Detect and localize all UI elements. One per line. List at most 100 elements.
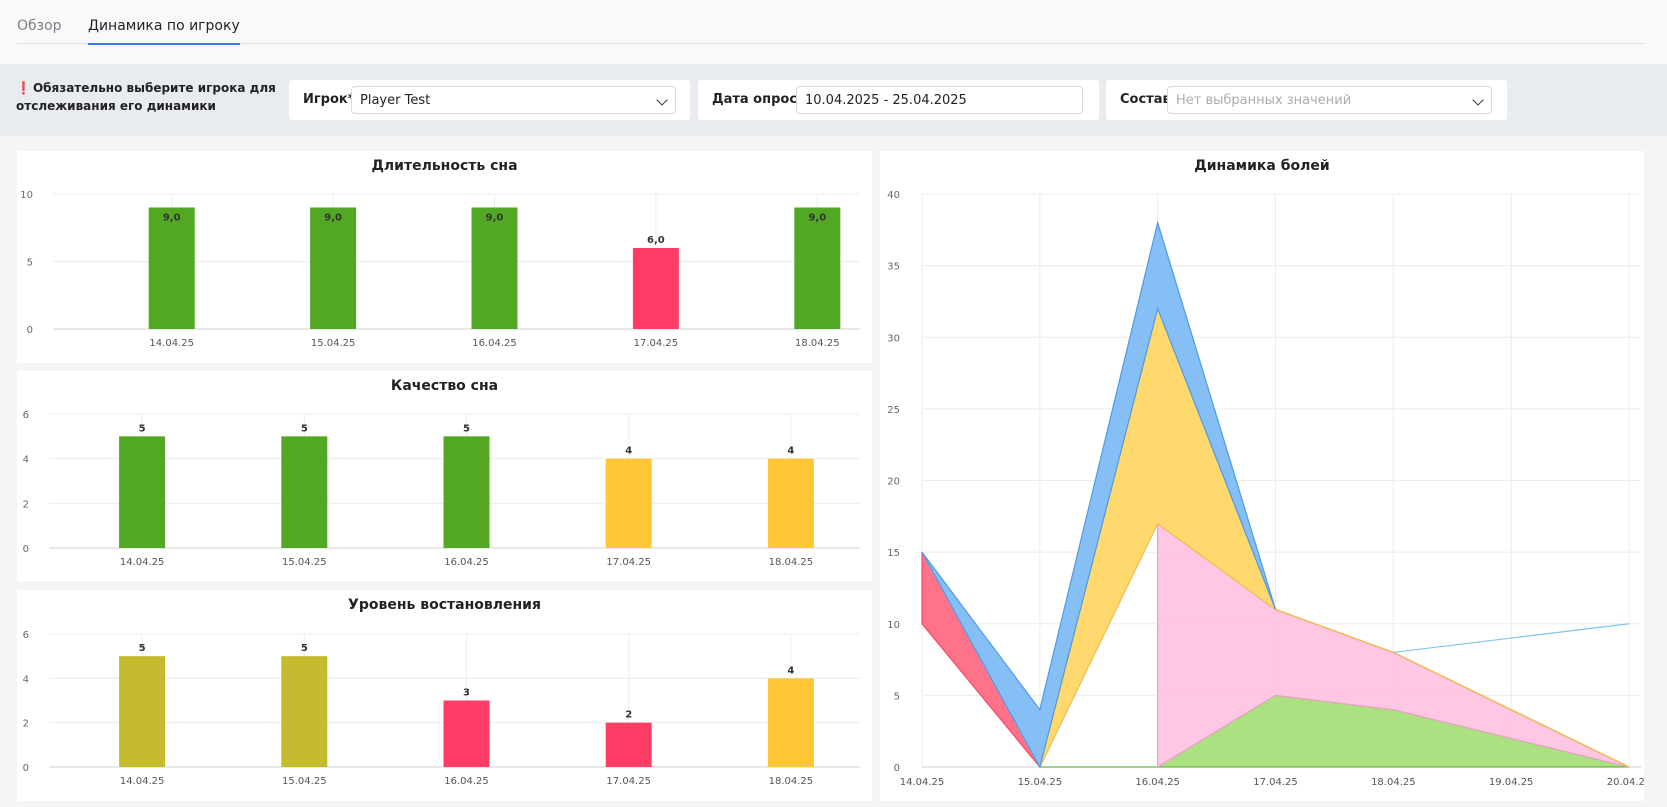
x-tick-label: 19.04.25 [1489,777,1534,788]
chevron-down-icon [656,94,668,106]
x-tick-label: 18.04.25 [769,776,814,787]
bar [443,700,490,767]
x-tick-label: 18.04.25 [769,557,814,568]
x-tick-label: 16.04.25 [444,557,489,568]
bar [281,656,328,767]
top-header: Обзор Динамика по игроку [0,0,1667,64]
y-tick-label: 5 [894,691,900,702]
y-tick-label: 35 [887,262,900,273]
x-tick-label: 15.04.25 [1018,777,1063,788]
player-filter-label: Игрок* [303,92,355,107]
data-label: 4 [787,446,794,457]
area-series-6 [1393,623,1630,653]
chevron-down-icon [1472,94,1484,106]
pain-dynamics-chart: 0 5 10 15 20 25 30 35 40 14.04.25 15.04.25 16.04.25… [887,190,1644,788]
player-select-value: Player Test [360,93,431,108]
x-tick-label: 15.04.25 [282,776,327,787]
pain-dynamics-card: Динамика болей 0 5 10 15 20 25 30 35 40 14.04.25 1… [880,151,1644,801]
x-tick-label: 15.04.25 [311,338,356,349]
y-tick-label: 0 [23,763,29,774]
player-required-warning: ❗ Обязательно выберите игрока для отслежи… [16,79,276,115]
x-tick-label: 20.04.25 [1607,777,1644,788]
sleep-duration-card: Длительность сна 0 5 10 9,0 14.04.25 9,0 15.04… [17,151,872,363]
data-label: 9,0 [486,213,504,224]
bar [605,458,652,548]
y-tick-label: 4 [23,455,29,466]
y-tick-label: 0 [23,544,29,555]
data-label: 5 [463,423,470,434]
squad-filter: Состав Нет выбранных значений [1106,80,1507,120]
bar [148,207,195,329]
squad-filter-label: Состав [1120,92,1171,107]
x-tick-label: 14.04.25 [900,777,945,788]
y-tick-label: 6 [23,630,29,641]
y-tick-label: 20 [887,477,900,488]
bar [119,436,166,548]
warning-text: Обязательно выберите игрока для отслежив… [16,81,276,113]
bar [794,207,841,329]
x-tick-label: 17.04.25 [1253,777,1298,788]
y-tick-label: 2 [23,499,29,510]
bar [119,656,166,767]
date-range-input[interactable]: 10.04.2025 - 25.04.2025 [796,86,1083,114]
x-tick-label: 17.04.25 [606,776,651,787]
x-tick-label: 17.04.25 [634,338,679,349]
date-filter-label: Дата опроса* [712,92,813,107]
data-label: 5 [301,423,308,434]
sleep-quality-title: Качество сна [390,378,499,394]
y-tick-label: 0 [894,763,900,774]
data-label: 4 [625,446,632,457]
bar [632,248,679,329]
warning-icon: ❗ [16,81,31,95]
tab-player-dynamics[interactable]: Динамика по игроку [88,18,240,45]
data-label: 9,0 [808,213,826,224]
data-label: 2 [625,710,632,721]
x-tick-label: 18.04.25 [795,338,840,349]
x-tick-label: 16.04.25 [472,338,517,349]
x-tick-label: 16.04.25 [1135,777,1180,788]
data-label: 9,0 [324,213,342,224]
x-tick-label: 14.04.25 [120,776,165,787]
x-tick-label: 17.04.25 [606,557,651,568]
bar [767,458,814,548]
bar [605,722,652,767]
tab-bar: Обзор Динамика по игроку [17,0,1644,45]
data-label: 9,0 [163,213,181,224]
y-tick-label: 2 [23,719,29,730]
data-label: 6,0 [647,235,665,246]
filter-bar: ❗ Обязательно выберите игрока для отслежи… [0,64,1667,136]
sleep-quality-chart: 0 2 4 6 5 14.04.25 5 15.04.25 5 16.04.25 4 17.04.25… [23,410,860,568]
x-tick-label: 14.04.25 [149,338,194,349]
bar [443,436,490,548]
bar [281,436,328,548]
recovery-card: Уровень востановления 0 2 4 6 5 14.04.25 5 15.0… [17,590,872,801]
y-tick-label: 6 [23,410,29,421]
player-select[interactable]: Player Test [351,86,676,114]
y-tick-label: 4 [23,674,29,685]
x-tick-label: 18.04.25 [1371,777,1416,788]
bar [767,678,814,767]
x-tick-label: 14.04.25 [120,557,165,568]
y-tick-label: 10 [887,620,900,631]
y-tick-label: 15 [887,548,900,559]
sleep-duration-title: Длительность сна [371,158,518,174]
y-tick-label: 25 [887,405,900,416]
y-tick-label: 40 [887,190,900,201]
pain-dynamics-title: Динамика болей [1194,158,1330,174]
data-label: 4 [787,665,794,676]
y-tick-label: 0 [27,325,33,336]
squad-select[interactable]: Нет выбранных значений [1167,86,1492,114]
y-tick-label: 30 [887,333,900,344]
data-label: 5 [301,643,308,654]
tab-overview[interactable]: Обзор [17,18,62,34]
player-filter: Игрок* Player Test [289,80,690,120]
data-label: 5 [139,423,146,434]
sleep-duration-chart: 0 5 10 9,0 14.04.25 9,0 15.04.25 9,0 16.04.25 6,0… [20,190,860,349]
bar [310,207,357,329]
x-tick-label: 16.04.25 [444,776,489,787]
bar [471,207,518,329]
y-tick-label: 5 [27,258,33,269]
date-filter: Дата опроса* 10.04.2025 - 25.04.2025 [698,80,1099,120]
x-tick-label: 15.04.25 [282,557,327,568]
recovery-title: Уровень востановления [348,597,541,613]
